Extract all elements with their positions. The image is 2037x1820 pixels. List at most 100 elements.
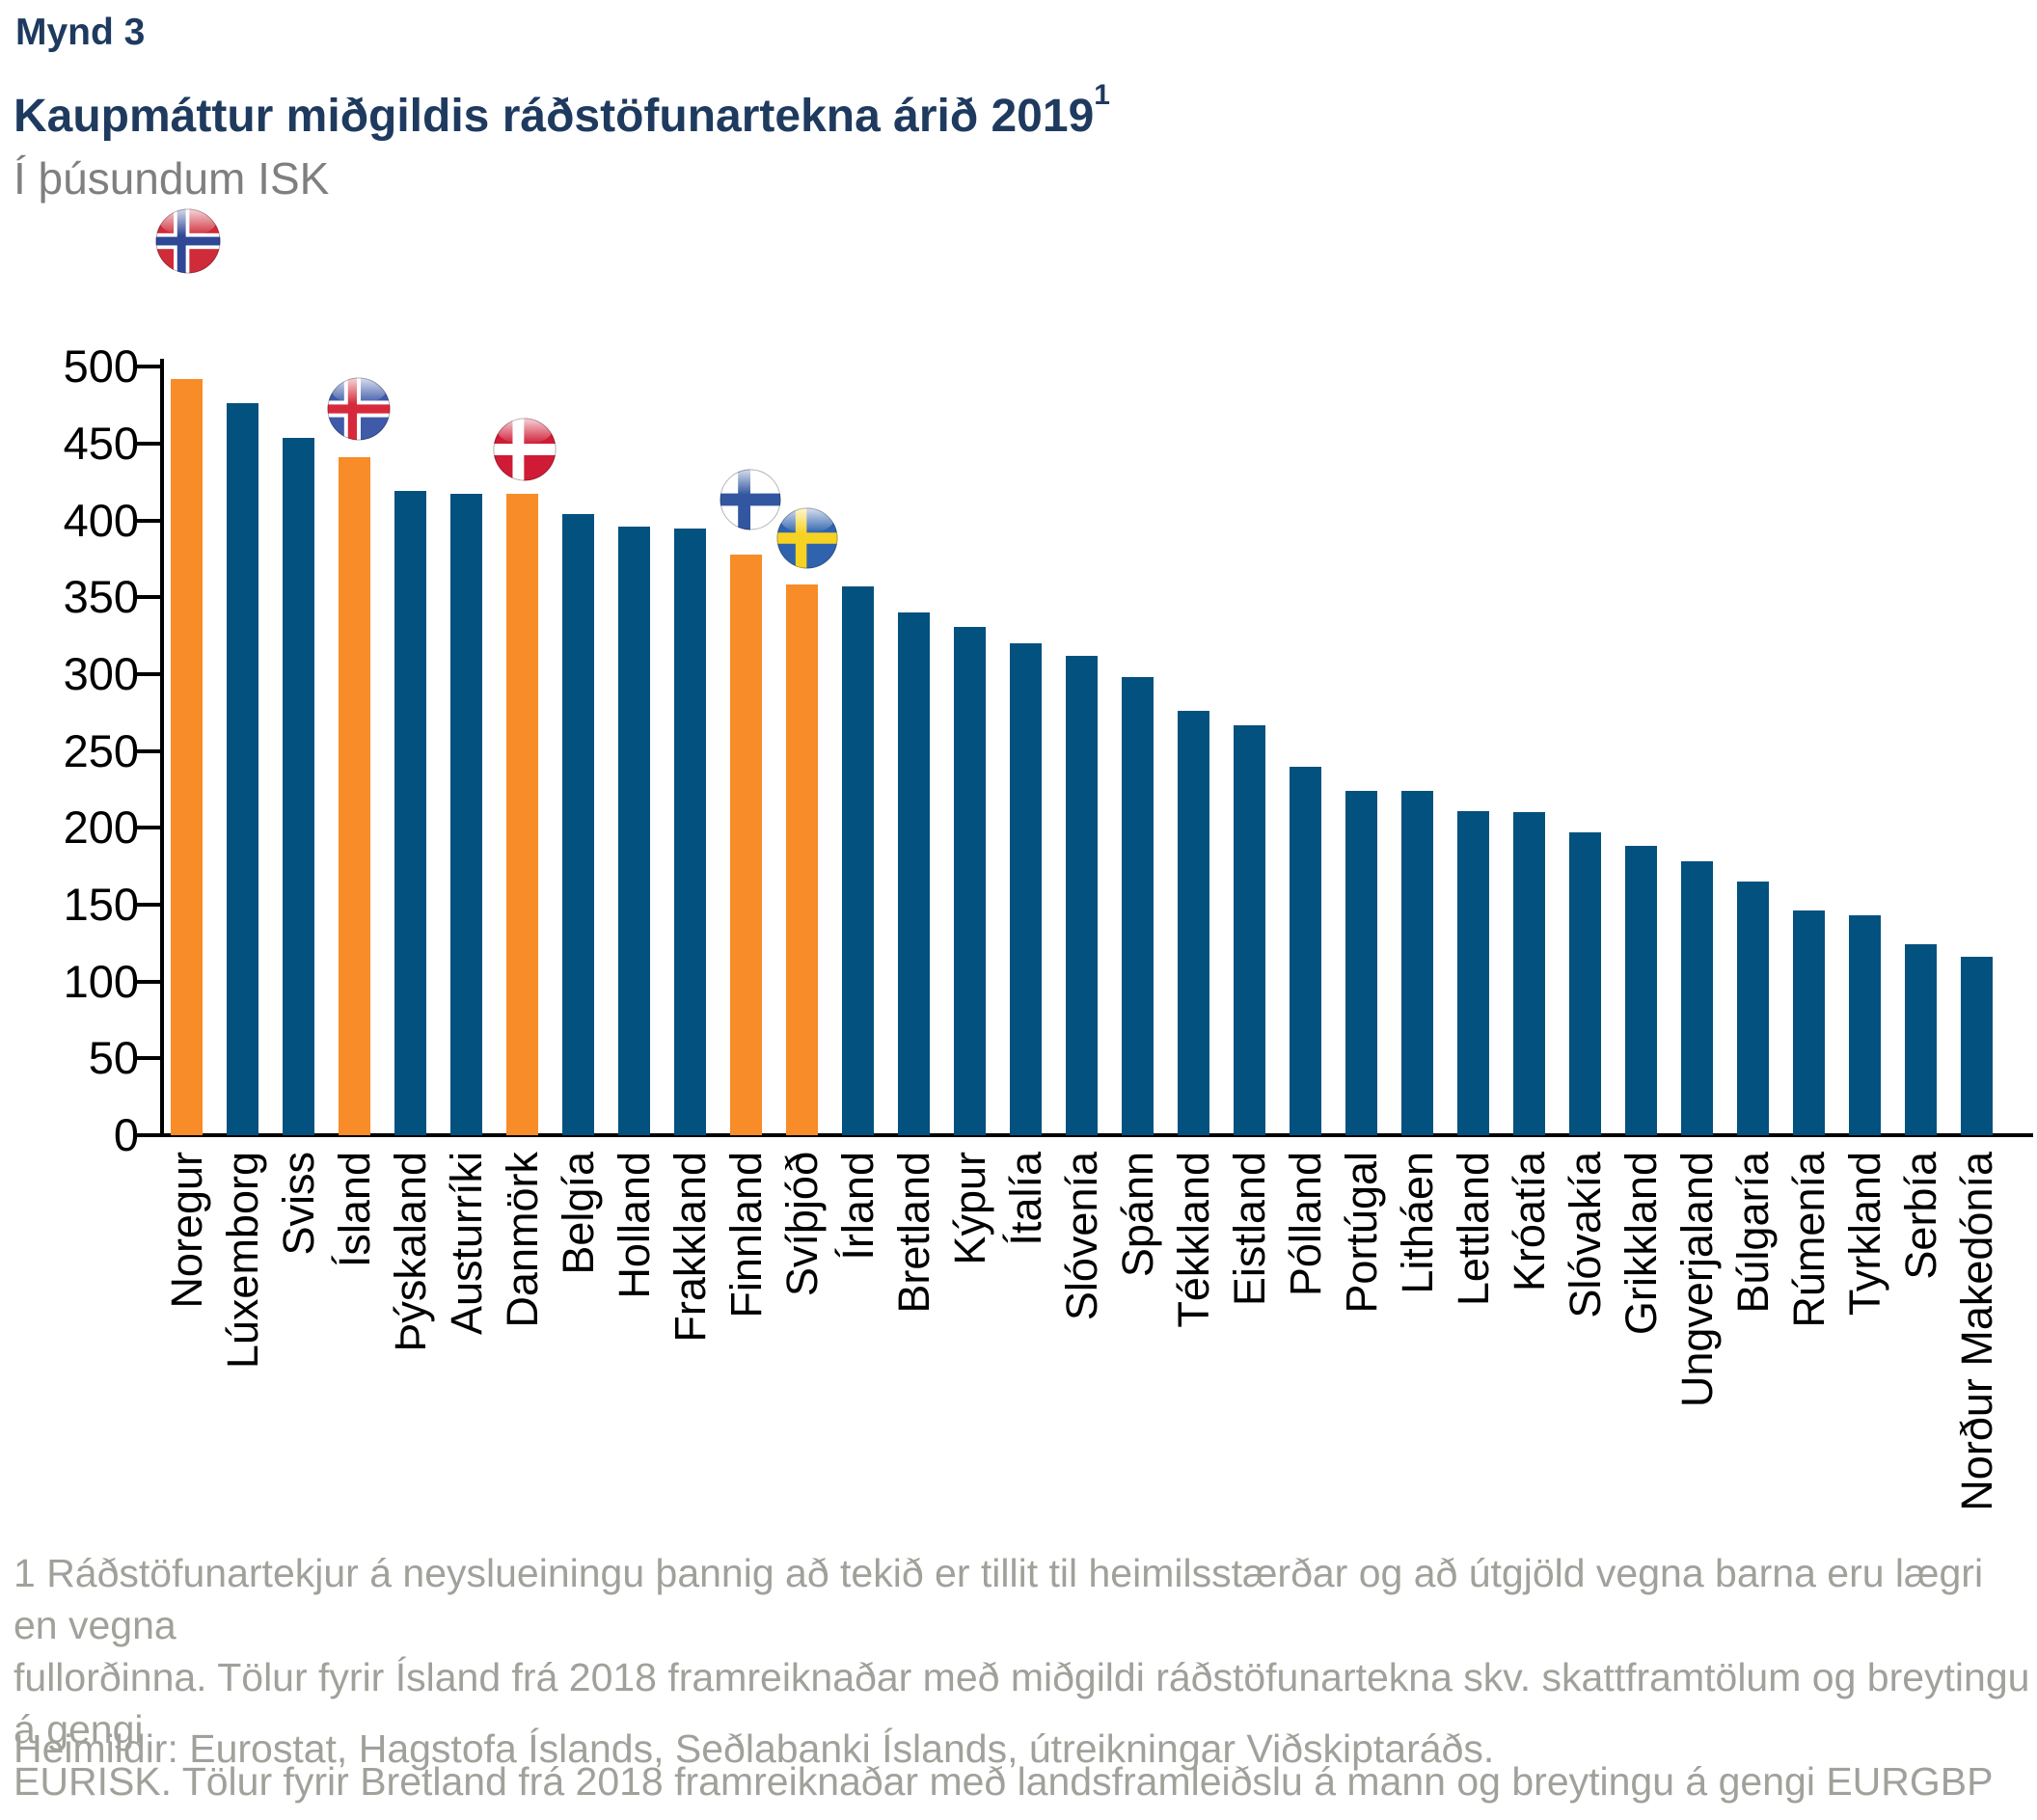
bar-sv-j-: [786, 584, 818, 1135]
bar-sp-nn: [1122, 677, 1154, 1135]
y-axis-line: [160, 359, 164, 1137]
bar-tyrkland: [1849, 915, 1881, 1135]
bar-austurr-ki: [450, 494, 482, 1135]
x-label-ungverjaland: Ungverjaland: [1672, 1152, 1722, 1408]
x-label--rland: Írland: [833, 1152, 883, 1261]
y-axis-tick: [135, 1133, 160, 1137]
bar-port-gal: [1345, 791, 1377, 1135]
bar-sl-vak-a: [1569, 832, 1601, 1135]
y-axis-tick: [135, 748, 160, 753]
x-label-port-gal: Portúgal: [1337, 1152, 1386, 1314]
y-axis-tick: [135, 1056, 160, 1061]
bar--tal-a: [1010, 643, 1042, 1135]
y-axis-tick-label: 200: [63, 801, 139, 854]
x-label--sland: Ísland: [330, 1152, 379, 1268]
x-label-b-lgar-a: Búlgaría: [1728, 1152, 1778, 1314]
y-axis-tick: [135, 365, 160, 369]
bar-frakkland: [674, 529, 706, 1135]
bar-noregur: [171, 379, 203, 1135]
bar-belg-a: [562, 514, 594, 1135]
x-label--skaland: Þýskaland: [386, 1152, 435, 1352]
figure-label: Mynd 3: [15, 12, 146, 53]
bar--skaland: [394, 491, 426, 1135]
y-axis-tick-label: 0: [113, 1109, 139, 1160]
bar-danm-rk: [506, 494, 538, 1135]
footnote-text: 1 Ráðstöfunartekjur á neyslueiningu þann…: [14, 1551, 2030, 1805]
bar-kr-at-a: [1513, 812, 1545, 1135]
x-label-kr-at-a: Króatía: [1505, 1152, 1554, 1292]
y-axis-tick-label: 350: [63, 571, 139, 623]
x-label-sl-ven-a: Slóvenía: [1057, 1152, 1106, 1321]
chart-title: Kaupmáttur miðgildis ráðstöfunartekna ár…: [14, 79, 1110, 143]
x-label-k-pur: Kýpur: [945, 1152, 994, 1265]
x-label--tal-a: Ítalía: [1001, 1152, 1050, 1246]
x-label-r-men-a: Rúmenía: [1784, 1152, 1833, 1328]
bar-sviss: [283, 438, 314, 1135]
y-axis-tick: [135, 826, 160, 830]
norway-flag-icon: [155, 208, 221, 274]
x-label-tyrkland: Tyrkland: [1840, 1152, 1889, 1317]
x-label-sl-vak-a: Slóvakía: [1561, 1152, 1610, 1318]
y-axis-tick-label: 300: [63, 647, 139, 699]
x-label-l-xemborg: Lúxemborg: [218, 1152, 267, 1370]
x-label-sv-j-: Svíþjóð: [777, 1152, 827, 1297]
bar-l-xemborg: [227, 403, 258, 1135]
bar-sl-ven-a: [1066, 656, 1098, 1135]
x-label-bretland: Bretland: [889, 1152, 938, 1314]
y-axis-tick-label: 100: [63, 955, 139, 1007]
x-label-finnland: Finnland: [721, 1152, 771, 1318]
y-axis-tick-label: 250: [63, 724, 139, 776]
chart-title-text: Kaupmáttur miðgildis ráðstöfunartekna ár…: [14, 91, 1095, 142]
x-label-austurr-ki: Austurríki: [442, 1152, 491, 1336]
x-label-noregur: Noregur: [162, 1152, 211, 1309]
bar-k-pur: [954, 627, 986, 1135]
y-axis-tick-label: 150: [63, 878, 139, 930]
footnote-marker: 1: [1094, 79, 1110, 111]
x-label-p-lland: Pólland: [1281, 1152, 1330, 1297]
x-label-belg-a: Belgía: [554, 1152, 603, 1275]
y-axis-tick: [135, 671, 160, 676]
x-label-grikkland: Grikkland: [1616, 1152, 1666, 1336]
x-label-eistland: Eistland: [1225, 1152, 1274, 1307]
y-axis-tick: [135, 902, 160, 907]
x-label-holland: Holland: [610, 1152, 659, 1299]
x-label-lith-en: Litháen: [1393, 1152, 1442, 1294]
bar-eistland: [1234, 725, 1265, 1135]
chart-subtitle: Í þúsundum ISK: [14, 153, 330, 204]
bar-t-kkland: [1178, 711, 1209, 1135]
source-text: Heimildir: Eurostat, Hagstofa Íslands, S…: [14, 1726, 1495, 1771]
bar-serb-a: [1905, 944, 1937, 1135]
x-label-serb-a: Serbía: [1896, 1152, 1945, 1280]
x-label-t-kkland: Tékkland: [1169, 1152, 1218, 1328]
y-axis-tick-label: 450: [63, 417, 139, 469]
bar-holland: [618, 527, 650, 1135]
bar-ungverjaland: [1681, 861, 1713, 1135]
x-label-frakkland: Frakkland: [665, 1152, 715, 1343]
bar-lith-en: [1401, 791, 1433, 1135]
x-label-lettland: Lettland: [1449, 1152, 1498, 1307]
bar-finnland: [730, 555, 762, 1135]
bar-r-men-a: [1793, 910, 1825, 1135]
bar-b-lgar-a: [1737, 882, 1769, 1135]
x-label-danm-rk: Danmörk: [498, 1152, 547, 1328]
bar--sland: [339, 457, 370, 1135]
x-axis-line: [160, 1133, 2033, 1137]
x-label-nor-ur-maked-n-a: Norður Makedónía: [1952, 1152, 2001, 1511]
y-axis-tick-label: 50: [88, 1032, 139, 1084]
y-axis-tick: [135, 595, 160, 600]
sweden-flag-icon: [776, 507, 838, 569]
iceland-flag-icon: [327, 377, 391, 441]
bar--rland: [842, 586, 874, 1135]
bar-lettland: [1457, 811, 1489, 1135]
bar-bretland: [898, 612, 930, 1135]
bar-p-lland: [1290, 767, 1321, 1135]
x-label-sp-nn: Spánn: [1113, 1152, 1162, 1278]
denmark-flag-icon: [493, 418, 557, 481]
y-axis-tick-label: 400: [63, 494, 139, 546]
finland-flag-icon: [720, 469, 781, 530]
bar-nor-ur-maked-n-a: [1961, 957, 1993, 1135]
bar-grikkland: [1625, 846, 1657, 1135]
y-axis-tick: [135, 441, 160, 446]
x-label-sviss: Sviss: [274, 1152, 323, 1256]
